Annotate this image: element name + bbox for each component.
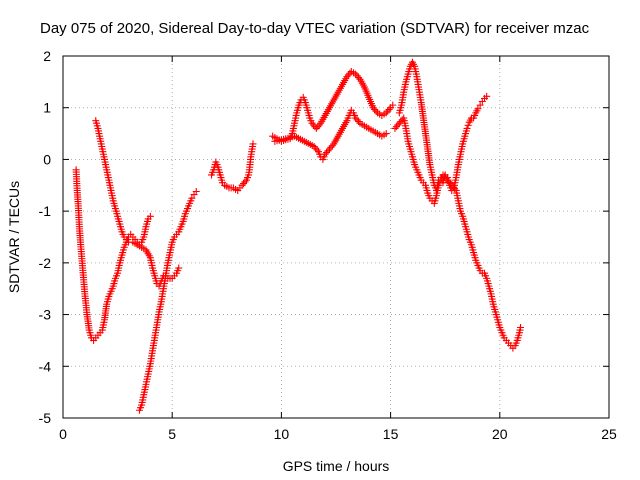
data-point [474,105,482,113]
x-tick-label: 5 [168,426,176,442]
x-axis-label: GPS time / hours [283,458,390,474]
data-point [382,130,390,138]
data-point [463,124,471,132]
data-point [372,107,380,115]
data-point [324,147,332,155]
grid-lines [63,56,609,418]
data-point [483,92,491,100]
data-point [175,264,183,272]
data-point [355,118,363,126]
data-point [327,143,335,151]
series-2 [92,117,183,290]
data-point [192,187,200,195]
data-point [394,121,402,129]
data-point [344,71,352,79]
data-point [385,105,393,113]
data-point [328,142,336,150]
y-tick-label: 0 [43,151,51,167]
series-6 [271,106,390,163]
data-point [464,121,472,129]
data-point [188,194,196,202]
data-point [343,73,351,81]
x-tick-label: 15 [383,426,399,442]
data-point [391,124,399,132]
x-tick-label: 20 [492,426,508,442]
data-point [371,105,379,113]
y-tick-label: -3 [39,307,52,323]
data-point [312,144,320,152]
series-8 [395,58,491,194]
chart-title: Day 075 of 2020, Sidereal Day-to-day VTE… [40,20,590,37]
x-tick-label: 0 [59,426,67,442]
x-tick-label: 10 [274,426,290,442]
data-point [392,123,400,131]
series-3 [135,187,200,414]
data-point [325,145,333,153]
data-point [240,180,248,188]
data-point [355,74,363,82]
data-point [313,146,321,154]
x-tick-label: 25 [601,426,617,442]
data-point [353,116,361,124]
data-point [323,149,331,157]
y-tick-label: -5 [39,410,52,426]
y-tick-label: -2 [39,255,52,271]
data-point [353,72,361,80]
data-point [238,181,246,189]
data-point [476,101,484,109]
data-point [517,324,525,331]
data-point [389,101,397,109]
data-point [146,212,154,220]
data-point [241,178,249,186]
data-point [382,109,390,117]
series-1 [72,166,154,344]
data-point [315,121,323,129]
data-point [314,123,322,131]
data-point [352,114,360,122]
data-point [397,118,405,126]
y-tick-label: -4 [39,358,52,374]
data-point [321,150,329,158]
data-point [384,107,392,115]
y-axis-label: SDTVAR / TECUs [6,181,22,293]
y-tick-label: -1 [39,203,52,219]
data-points [72,58,525,414]
series-7 [391,114,525,352]
data-point [312,124,320,132]
data-point [369,104,377,112]
data-point [310,143,318,150]
data-point [249,140,257,148]
data-point [352,70,360,78]
plot-frame [62,55,610,419]
tick-labels: 0 5 10 15 20 25 -5 -4 -3 -2 -1 0 1 2 [39,48,617,442]
y-tick-label: 2 [43,48,51,64]
y-tick-label: 1 [43,100,51,116]
series-4 [208,140,257,194]
data-point [308,119,316,127]
